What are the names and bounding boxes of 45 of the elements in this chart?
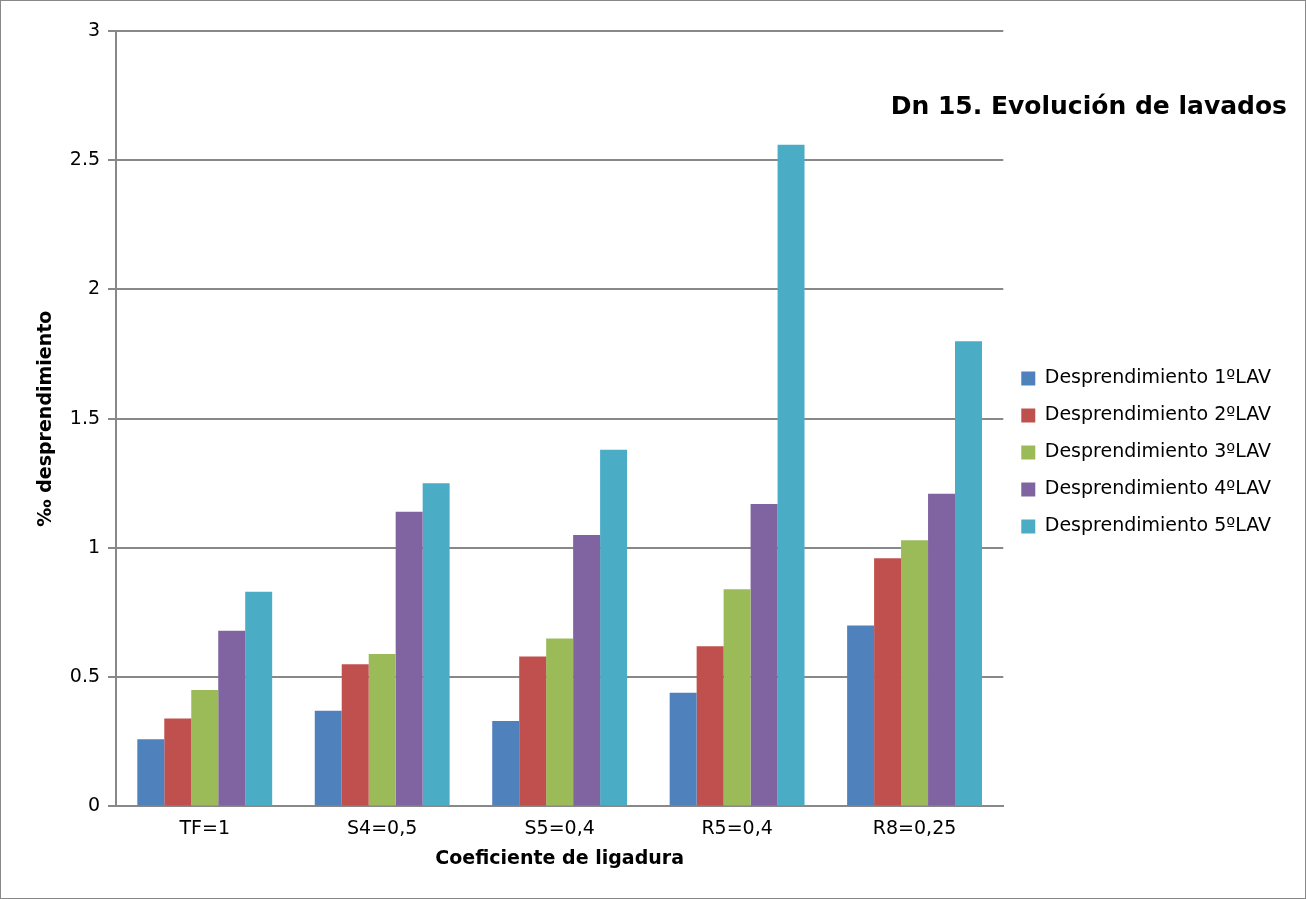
legend-label: Desprendimiento 2ºLAV bbox=[1044, 402, 1271, 425]
legend-label: Desprendimiento 1ºLAV bbox=[1044, 365, 1271, 388]
y-tick-label: 2 bbox=[87, 276, 101, 299]
x-axis-title: Coeficiente de ligadura bbox=[435, 845, 684, 868]
legend-label: Desprendimiento 3ºLAV bbox=[1044, 439, 1271, 462]
y-tick-label: 1.5 bbox=[69, 405, 101, 428]
bar bbox=[546, 638, 574, 806]
bar bbox=[137, 739, 165, 806]
y-tick-label: 1 bbox=[87, 534, 101, 557]
y-axis-title: ‰ desprendimiento bbox=[33, 310, 56, 527]
bar bbox=[218, 630, 246, 806]
bar bbox=[669, 692, 697, 806]
bar bbox=[368, 653, 396, 806]
y-tick-label: 2.5 bbox=[69, 147, 101, 170]
bar bbox=[928, 493, 956, 806]
y-tick-label: 0 bbox=[87, 793, 101, 816]
x-tick-label: R5=0,4 bbox=[701, 815, 773, 838]
bar bbox=[874, 558, 902, 806]
bar bbox=[395, 511, 423, 806]
bar bbox=[245, 591, 273, 806]
bar bbox=[314, 710, 342, 806]
bar bbox=[847, 625, 875, 806]
legend-label: Desprendimiento 4ºLAV bbox=[1044, 476, 1271, 499]
text: Dn 15. Evolución de lavados bbox=[890, 91, 1287, 120]
bar bbox=[492, 721, 520, 806]
y-tick-label: 0.5 bbox=[69, 664, 101, 687]
bar bbox=[519, 656, 547, 806]
x-tick-label: R8=0,25 bbox=[872, 815, 957, 838]
bar bbox=[573, 535, 601, 806]
bar bbox=[422, 483, 450, 806]
bar bbox=[600, 449, 628, 806]
x-tick-label: S5=0,4 bbox=[524, 815, 595, 838]
bar bbox=[164, 718, 192, 806]
bar bbox=[723, 589, 751, 806]
bar bbox=[750, 503, 778, 806]
bar bbox=[341, 664, 369, 806]
bar bbox=[777, 144, 805, 806]
bar bbox=[901, 540, 929, 806]
bar bbox=[955, 341, 982, 806]
x-tick-label: TF=1 bbox=[178, 815, 231, 838]
y-tick-label: 3 bbox=[87, 17, 101, 40]
bar bbox=[696, 646, 724, 806]
x-tick-label: S4=0,5 bbox=[347, 815, 418, 838]
legend-label: Desprendimiento 5ºLAV bbox=[1044, 513, 1271, 536]
bar bbox=[191, 690, 219, 806]
